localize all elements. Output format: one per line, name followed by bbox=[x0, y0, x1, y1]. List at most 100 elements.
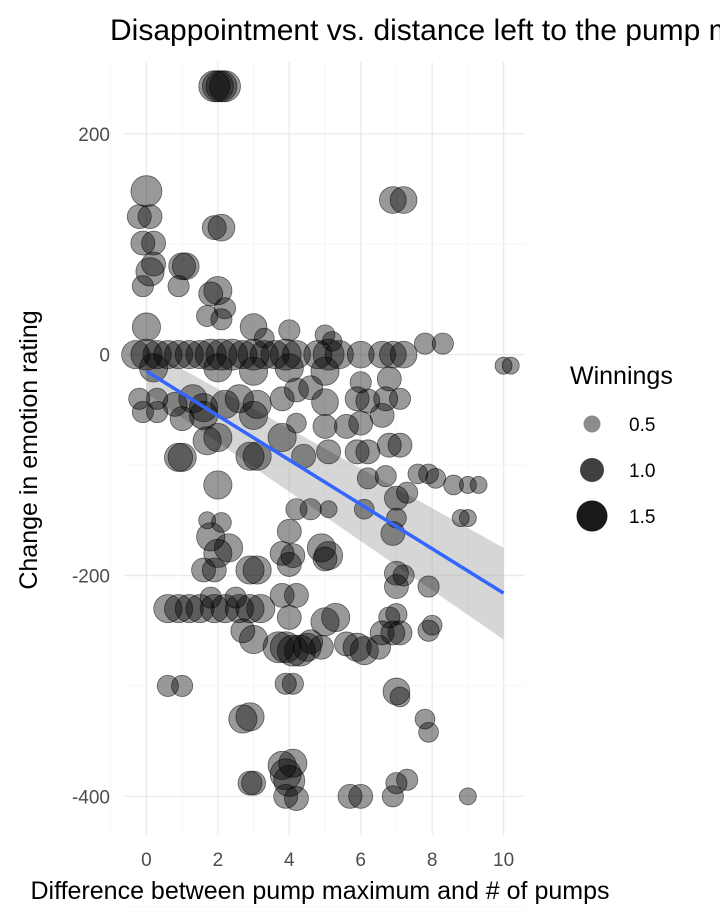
data-point bbox=[276, 518, 302, 544]
data-point bbox=[267, 422, 297, 452]
data-point bbox=[174, 594, 204, 624]
data-point bbox=[356, 467, 379, 490]
data-point bbox=[344, 386, 370, 412]
data-point bbox=[171, 674, 194, 697]
data-point bbox=[241, 770, 266, 796]
x-tick-label: 10 bbox=[493, 850, 514, 871]
data-point bbox=[366, 634, 391, 660]
data-point bbox=[273, 783, 299, 809]
data-point bbox=[379, 340, 407, 369]
data-point bbox=[312, 414, 338, 439]
tick-labels: 0 2 4 6 8 10 -400 -200 0 200 bbox=[72, 125, 514, 871]
confidence-band-layer bbox=[146, 349, 504, 640]
data-point bbox=[168, 252, 196, 281]
data-point bbox=[162, 391, 188, 417]
legend-label: 1.0 bbox=[629, 461, 655, 482]
data-point bbox=[278, 319, 301, 342]
data-point bbox=[407, 463, 429, 485]
data-point bbox=[201, 215, 227, 241]
data-point bbox=[369, 402, 395, 428]
data-point bbox=[337, 783, 363, 809]
data-point bbox=[425, 468, 447, 489]
x-tick-label: 2 bbox=[213, 850, 224, 871]
data-point bbox=[239, 313, 268, 341]
data-point bbox=[201, 557, 227, 583]
data-point bbox=[274, 672, 297, 695]
data-point bbox=[198, 70, 231, 103]
data-point bbox=[385, 603, 408, 626]
data-point bbox=[384, 485, 409, 511]
data-point bbox=[130, 175, 163, 208]
data-point bbox=[346, 340, 375, 369]
data-point bbox=[501, 356, 520, 375]
data-point bbox=[171, 252, 200, 281]
data-point bbox=[224, 594, 254, 624]
data-point bbox=[276, 634, 309, 667]
data-point bbox=[389, 186, 418, 214]
data-point bbox=[269, 386, 295, 412]
data-point bbox=[348, 410, 374, 436]
legend-label: 0.5 bbox=[629, 415, 655, 436]
data-point bbox=[135, 257, 165, 287]
data-point bbox=[381, 785, 404, 808]
data-point bbox=[169, 406, 195, 432]
data-point bbox=[164, 594, 194, 624]
data-point bbox=[281, 672, 304, 695]
y-tick-label: -400 bbox=[72, 787, 110, 808]
data-point bbox=[267, 750, 297, 780]
data-point bbox=[342, 632, 372, 662]
data-point bbox=[153, 594, 183, 624]
data-point bbox=[207, 213, 236, 242]
data-point bbox=[141, 251, 166, 277]
data-point bbox=[209, 70, 241, 103]
y-tick-label: 0 bbox=[99, 346, 110, 367]
data-point bbox=[199, 594, 229, 624]
data-point bbox=[298, 375, 324, 401]
data-point bbox=[235, 702, 265, 732]
data-point bbox=[458, 509, 477, 527]
data-point bbox=[344, 439, 370, 465]
data-point bbox=[246, 594, 276, 624]
data-point bbox=[276, 605, 302, 630]
data-point bbox=[321, 602, 351, 632]
legend-label: 1.5 bbox=[629, 507, 655, 528]
data-point bbox=[174, 340, 204, 370]
data-points bbox=[121, 70, 520, 811]
y-tick-label: 200 bbox=[78, 125, 110, 146]
data-point bbox=[349, 371, 372, 394]
legend-key bbox=[583, 415, 601, 433]
regression-line-layer bbox=[145, 369, 505, 595]
data-point bbox=[334, 414, 359, 439]
data-point bbox=[167, 275, 190, 298]
legend: Winnings 0.5 1.0 1.5 bbox=[570, 362, 673, 532]
data-point bbox=[374, 465, 397, 488]
data-point bbox=[235, 555, 265, 585]
data-point bbox=[417, 619, 440, 642]
data-point bbox=[281, 340, 311, 370]
data-point bbox=[387, 620, 413, 646]
data-point bbox=[146, 387, 169, 410]
data-point bbox=[164, 442, 194, 472]
data-point bbox=[292, 632, 322, 662]
data-point bbox=[278, 748, 308, 778]
data-point bbox=[368, 340, 396, 369]
data-point bbox=[276, 552, 302, 577]
x-tick-label: 4 bbox=[284, 850, 295, 871]
data-point bbox=[164, 340, 194, 370]
data-point bbox=[494, 356, 513, 375]
data-point bbox=[469, 476, 488, 494]
data-point bbox=[431, 332, 454, 355]
data-point bbox=[311, 388, 339, 416]
data-point bbox=[167, 442, 197, 472]
data-point bbox=[196, 522, 226, 552]
data-point bbox=[126, 204, 152, 230]
data-point bbox=[137, 204, 163, 230]
data-point bbox=[253, 327, 275, 349]
data-point bbox=[131, 312, 161, 342]
data-point bbox=[262, 631, 295, 664]
data-point bbox=[242, 441, 272, 471]
data-point bbox=[316, 439, 341, 465]
regression-line bbox=[145, 369, 505, 595]
legend-title: Winnings bbox=[570, 362, 673, 390]
